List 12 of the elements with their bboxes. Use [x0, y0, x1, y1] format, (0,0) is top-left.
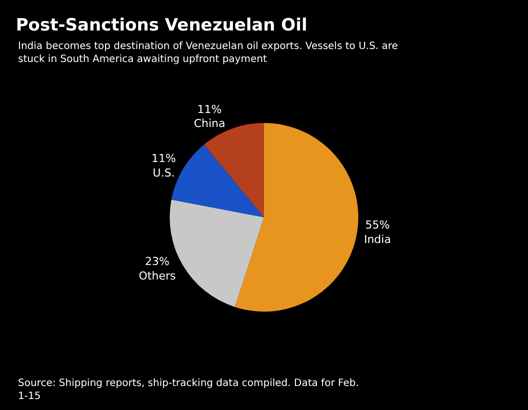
data-label: 11%	[152, 152, 176, 166]
slice-label: India	[364, 233, 391, 246]
slice-label: China	[194, 117, 226, 130]
chart-title: Post-Sanctions Venezuelan Oil	[16, 15, 308, 36]
pie-slice	[234, 123, 358, 312]
source-note: Source: Shipping reports, ship-tracking data compiled. Data for Feb. 1-15	[18, 378, 359, 402]
slice-label: U.S.	[152, 166, 175, 180]
data-label: 11%	[197, 102, 222, 116]
data-label: 23%	[145, 255, 170, 268]
slice-label: Others	[138, 269, 176, 282]
chart-subtitle: India becomes top destination of Venezuelan oil exports. Vessels to U.S. are stuck in South America awaiting upfront payment	[18, 41, 398, 65]
data-label: 55%	[365, 218, 390, 232]
